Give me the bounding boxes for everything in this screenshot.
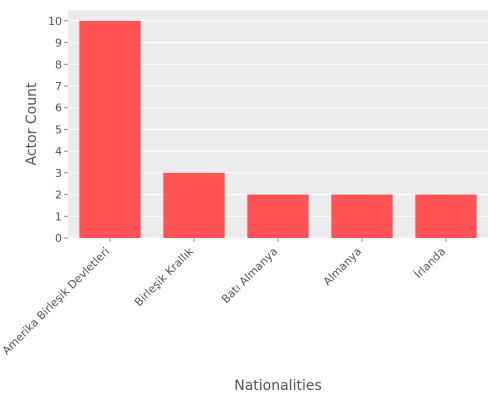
x-tick-label: Amerika Birleşik Devletleri	[0, 245, 112, 357]
bars	[79, 20, 477, 238]
y-tick-label: 9	[55, 37, 62, 50]
y-tick-label: 7	[55, 80, 62, 93]
x-tick-label: Birleşik Krallık	[132, 244, 197, 309]
y-tick-label: 10	[48, 15, 62, 28]
x-tick-label: İrlanda	[412, 245, 448, 281]
y-tick-label: 8	[55, 58, 62, 71]
x-tick-label: Batı Almanya	[219, 245, 280, 306]
y-axis-ticks: 0 1 2 3 4 5 6 7 8 9 10	[48, 15, 68, 245]
bar	[331, 194, 393, 238]
y-tick-label: 3	[55, 167, 62, 180]
bar	[79, 20, 141, 238]
y-tick-label: 2	[55, 189, 62, 202]
x-axis-title: Nationalities	[234, 378, 322, 394]
y-tick-label: 0	[55, 232, 62, 245]
y-axis-title: Actor Count	[24, 82, 40, 165]
x-axis-ticks: Amerika Birleşik Devletleri Birleşik Kral…	[0, 238, 448, 357]
bar	[247, 194, 309, 238]
y-tick-label: 6	[55, 102, 62, 115]
y-tick-label: 5	[55, 123, 62, 136]
bar	[163, 172, 225, 238]
y-tick-label: 1	[55, 210, 62, 223]
y-tick-label: 4	[55, 145, 62, 158]
x-tick-label: Almanya	[321, 245, 364, 288]
bar	[415, 194, 477, 238]
